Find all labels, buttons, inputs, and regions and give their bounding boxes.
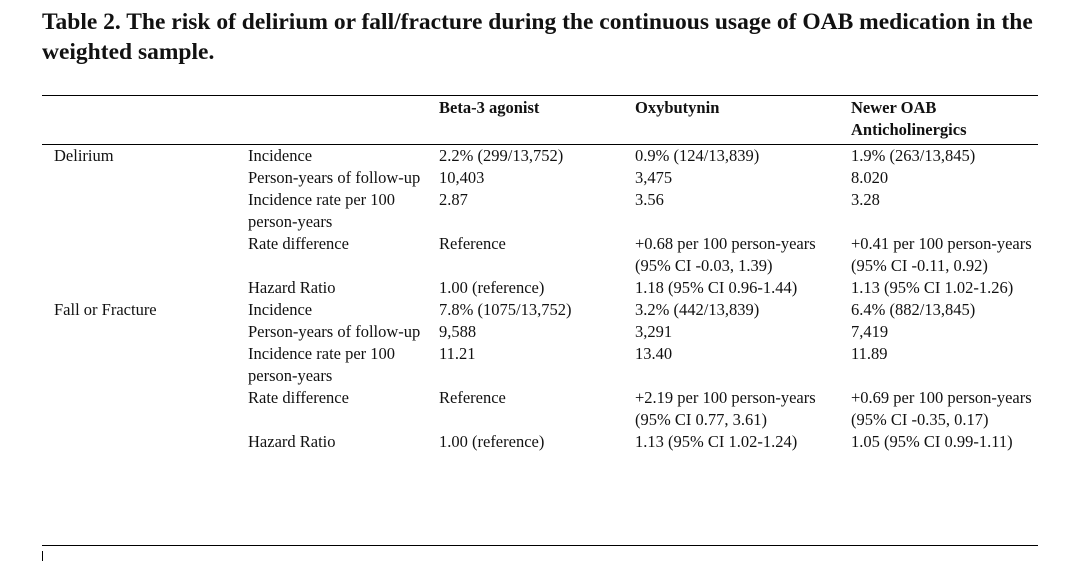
newer-cell: 1.9% (263/13,845) [851,146,976,165]
header-oxybutynin: Oxybutynin [635,98,720,117]
header-rule [42,144,1038,145]
measure-cell: Rate difference [248,388,349,407]
group-cell [42,387,248,431]
header-row: Beta-3 agonist Oxybutynin Newer OAB Anti… [42,96,1038,145]
beta3-cell: 11.21 [439,344,476,363]
newer-cell: +0.41 per 100 person-years (95% CI -0.11… [851,234,1032,275]
group-cell [42,167,248,189]
header-newer: Newer OAB Anticholinergics [851,98,967,139]
newer-cell: 1.05 (95% CI 0.99-1.11) [851,432,1013,451]
beta3-cell: Reference [439,234,506,253]
beta3-cell: Reference [439,388,506,407]
oxy-cell: +2.19 per 100 person-years (95% CI 0.77,… [635,388,816,429]
newer-cell: 8.020 [851,168,889,187]
table-row: Incidence rate per 100 person-years 11.2… [42,343,1038,387]
oxy-cell: 3,475 [635,168,673,187]
table-row: Fall or Fracture Incidence 7.8% (1075/13… [42,299,1038,321]
table-row: Hazard Ratio 1.00 (reference) 1.13 (95% … [42,431,1038,453]
measure-cell: Incidence rate per 100 person-years [248,190,396,231]
newer-cell: 3.28 [851,190,880,209]
group-label-delirium: Delirium [54,146,114,165]
oxy-cell: +0.68 per 100 person-years (95% CI -0.03… [635,234,816,275]
newer-cell: 6.4% (882/13,845) [851,300,976,319]
measure-cell: Person-years of follow-up [248,322,421,341]
newer-cell: +0.69 per 100 person-years (95% CI -0.35… [851,388,1032,429]
beta3-cell: 7.8% (1075/13,752) [439,300,572,319]
group-cell [42,233,248,277]
oxy-cell: 13.40 [635,344,673,363]
table-row: Hazard Ratio 1.00 (reference) 1.18 (95% … [42,277,1038,299]
beta3-cell: 9,588 [439,322,477,341]
table-top-rule [42,95,1038,96]
table-row: Rate difference Reference +2.19 per 100 … [42,387,1038,431]
oxy-cell: 0.9% (124/13,839) [635,146,760,165]
beta3-cell: 10,403 [439,168,485,187]
header-measure [248,96,439,145]
oxy-cell: 1.13 (95% CI 1.02-1.24) [635,432,798,451]
table-row: Rate difference Reference +0.68 per 100 … [42,233,1038,277]
group-cell [42,343,248,387]
measure-cell: Incidence rate per 100 person-years [248,344,396,385]
measure-cell: Person-years of follow-up [248,168,421,187]
measure-cell: Incidence [248,300,313,319]
beta3-cell: 1.00 (reference) [439,432,545,451]
table-title: Table 2. The risk of delirium or fall/fr… [42,9,1033,65]
beta3-cell: 2.2% (299/13,752) [439,146,564,165]
oxy-cell: 1.18 (95% CI 0.96-1.44) [635,278,798,297]
group-cell [42,189,248,233]
table-row: Person-years of follow-up 9,588 3,291 7,… [42,321,1038,343]
results-table: Beta-3 agonist Oxybutynin Newer OAB Anti… [42,96,1038,453]
measure-cell: Hazard Ratio [248,278,336,297]
newer-cell: 1.13 (95% CI 1.02-1.26) [851,278,1014,297]
table-row: Delirium Incidence 2.2% (299/13,752) 0.9… [42,145,1038,167]
measure-cell: Rate difference [248,234,349,253]
group-cell [42,321,248,343]
table-row: Incidence rate per 100 person-years 2.87… [42,189,1038,233]
measure-cell: Incidence [248,146,313,165]
oxy-cell: 3.56 [635,190,664,209]
oxy-cell: 3.2% (442/13,839) [635,300,760,319]
beta3-cell: 2.87 [439,190,468,209]
oxy-cell: 3,291 [635,322,673,341]
newer-cell: 11.89 [851,344,888,363]
group-cell [42,277,248,299]
measure-cell: Hazard Ratio [248,432,336,451]
group-cell [42,431,248,453]
header-group [42,96,248,145]
beta3-cell: 1.00 (reference) [439,278,545,297]
group-label-fall-fracture: Fall or Fracture [54,300,157,319]
header-beta3: Beta-3 agonist [439,98,540,117]
newer-cell: 7,419 [851,322,889,341]
text-cursor [42,551,43,561]
table-bottom-rule [42,545,1038,546]
table-row: Person-years of follow-up 10,403 3,475 8… [42,167,1038,189]
